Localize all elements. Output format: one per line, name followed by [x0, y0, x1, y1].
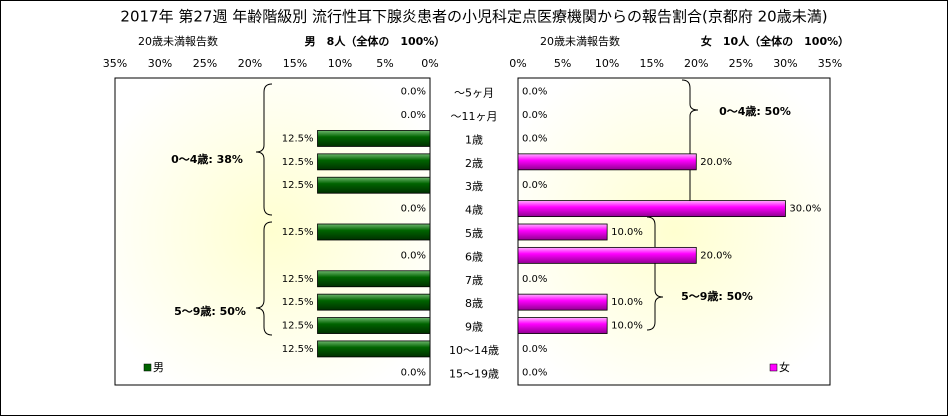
- bar: [317, 317, 431, 334]
- bar: [517, 317, 608, 334]
- category-label: 15～19歳: [449, 367, 499, 380]
- value-label: 12.5%: [282, 227, 314, 238]
- value-label: 12.5%: [282, 297, 314, 308]
- category-label: 8歳: [465, 297, 483, 310]
- annotation: 0～4歳: 38%: [171, 152, 243, 166]
- x-tick-label: 35%: [103, 57, 127, 70]
- category-label: 7歳: [465, 274, 483, 287]
- value-label: 0.0%: [401, 367, 426, 378]
- value-label: 0.0%: [522, 133, 547, 144]
- bar: [317, 270, 431, 288]
- x-tick-label: 10%: [328, 57, 352, 70]
- x-tick-label: 30%: [148, 57, 172, 70]
- value-label: 0.0%: [401, 250, 426, 261]
- category-label: 3歳: [465, 180, 483, 193]
- category-label: ～5ヶ月: [454, 87, 494, 100]
- annotation: 0～4歳: 50%: [719, 104, 791, 118]
- x-tick-label: 20%: [238, 57, 262, 70]
- category-label: 4歳: [465, 204, 483, 217]
- x-tick-label: 25%: [729, 57, 753, 70]
- bar: [517, 153, 697, 171]
- bar: [317, 153, 431, 171]
- value-label: 0.0%: [522, 110, 547, 121]
- value-label: 10.0%: [611, 321, 643, 332]
- bar: [317, 223, 431, 241]
- category-label: 5歳: [465, 227, 483, 240]
- value-label: 12.5%: [282, 321, 314, 332]
- x-tick-label: 15%: [639, 57, 663, 70]
- value-label: 20.0%: [700, 157, 732, 168]
- category-label: 6歳: [465, 250, 483, 263]
- bar: [317, 130, 431, 147]
- value-label: 0.0%: [522, 367, 547, 378]
- header: 女 10人（全体の 100%）: [701, 34, 849, 48]
- annotation: 5～9歳: 50%: [681, 289, 753, 303]
- value-label: 12.5%: [282, 157, 314, 168]
- value-label: 10.0%: [611, 227, 643, 238]
- header: 男 8人（全体の 100%）: [305, 34, 446, 48]
- x-tick-label: 35%: [818, 57, 842, 70]
- bar: [317, 293, 431, 311]
- category-label: 10～14歳: [449, 344, 499, 357]
- value-label: 0.0%: [522, 87, 547, 98]
- value-label: 12.5%: [282, 274, 314, 285]
- bar: [517, 223, 608, 241]
- bar: [517, 200, 786, 218]
- subtitle: 20歳未満報告数: [138, 35, 218, 48]
- value-label: 10.0%: [611, 297, 643, 308]
- annotation: 5～9歳: 50%: [174, 304, 246, 318]
- bar: [317, 176, 431, 194]
- value-label: 12.5%: [282, 133, 314, 144]
- legend-label: 男: [153, 361, 164, 374]
- category-label: 9歳: [465, 321, 483, 334]
- value-label: 0.0%: [401, 110, 426, 121]
- value-label: 30.0%: [789, 204, 821, 215]
- brackets: [255, 79, 699, 336]
- value-label: 20.0%: [700, 250, 732, 261]
- category-label: 1歳: [465, 133, 483, 146]
- x-tick-label: 30%: [773, 57, 797, 70]
- chart-title: 2017年 第27週 年齢階級別 流行性耳下腺炎患者の小児科定点医療機関からの報…: [120, 8, 827, 26]
- value-label: 0.0%: [401, 87, 426, 98]
- category-label: 2歳: [465, 157, 483, 170]
- value-label: 0.0%: [522, 274, 547, 285]
- bar: [517, 246, 697, 264]
- bar: [317, 340, 431, 358]
- x-tick-label: 25%: [193, 57, 217, 70]
- x-tick-label: 0%: [421, 57, 438, 70]
- x-tick-label: 5%: [554, 57, 571, 70]
- subtitle: 20歳未満報告数: [540, 35, 620, 48]
- x-tick-label: 20%: [684, 57, 708, 70]
- value-label: 12.5%: [282, 180, 314, 191]
- value-label: 12.5%: [282, 344, 314, 355]
- x-tick-label: 5%: [376, 57, 393, 70]
- legend-label: 女: [779, 360, 790, 374]
- bar: [517, 293, 608, 311]
- value-label: 0.0%: [522, 344, 547, 355]
- legend-swatch: [769, 363, 778, 372]
- x-tick-label: 10%: [595, 57, 619, 70]
- category-label: ～11ヶ月: [451, 110, 498, 123]
- value-label: 0.0%: [401, 204, 426, 215]
- legend-swatch: [143, 363, 152, 372]
- x-tick-label: 15%: [283, 57, 307, 70]
- x-tick-label: 0%: [509, 57, 526, 70]
- value-label: 0.0%: [522, 180, 547, 191]
